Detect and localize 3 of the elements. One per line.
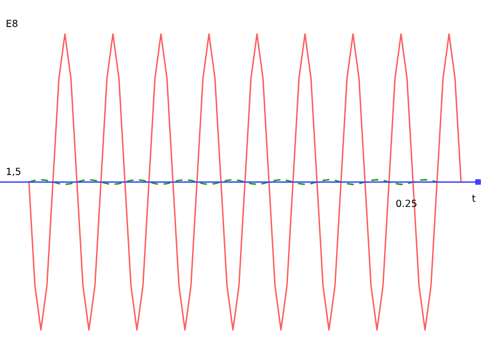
text: E8 bbox=[6, 20, 18, 28]
text: 1,5 bbox=[6, 168, 20, 176]
x-axis-title: t bbox=[472, 194, 476, 202]
